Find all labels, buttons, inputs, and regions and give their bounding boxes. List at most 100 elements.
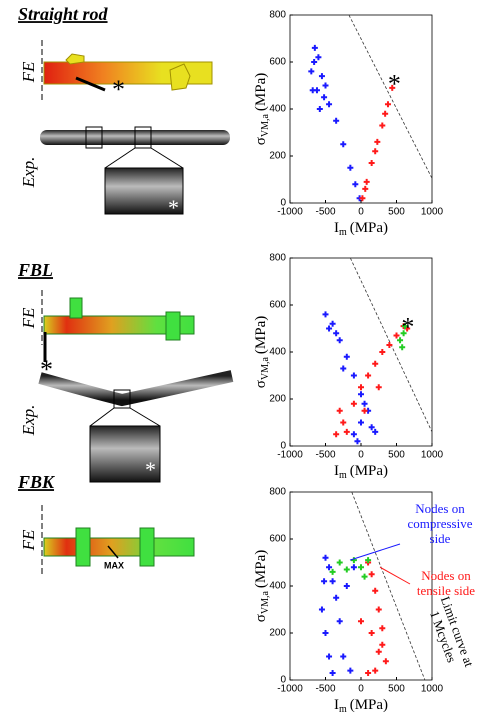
axis-label-part: m: [339, 227, 347, 238]
arrow: [75, 76, 106, 92]
point: [361, 573, 368, 580]
point: [329, 669, 336, 676]
y-tick-label: 0: [280, 441, 286, 452]
point: [350, 564, 357, 571]
fixture: [69, 297, 83, 319]
axis-label-part: (MPa): [253, 550, 269, 588]
y-tick-label: 200: [269, 628, 286, 639]
zoom-box: [113, 389, 131, 409]
point: [336, 407, 343, 414]
point: [347, 667, 354, 674]
point: [326, 564, 333, 571]
panel-title: FBK: [17, 472, 56, 492]
axis-label-part: m: [339, 704, 347, 715]
point: [321, 94, 328, 101]
point: [368, 571, 375, 578]
fixture: [65, 53, 85, 65]
point: [343, 566, 350, 573]
x-tick-label: 1000: [421, 450, 444, 461]
axis-label: σVM,a (MPa): [253, 316, 271, 388]
point: [336, 337, 343, 344]
point: [365, 669, 372, 676]
point: [333, 431, 340, 438]
y-tick-label: 400: [269, 104, 286, 115]
point: [402, 323, 409, 330]
point: [368, 630, 375, 636]
point: [382, 110, 389, 117]
axis-label-part: (MPa): [350, 697, 388, 713]
point: [372, 587, 379, 594]
star: *: [168, 195, 179, 220]
point: [321, 578, 328, 585]
point: [375, 648, 382, 655]
point: [372, 148, 379, 155]
x-tick-label: 0: [358, 450, 364, 461]
axis-label-part: VM,a: [260, 357, 271, 381]
axis-label-part: VM,a: [260, 114, 271, 138]
x-tick-label: -500: [315, 684, 335, 695]
zoom-line: [104, 147, 136, 169]
x-tick-label: -1000: [277, 207, 303, 218]
fixture: [165, 311, 181, 341]
point: [359, 195, 366, 202]
exp-label: Exp.: [19, 157, 38, 189]
point: [336, 618, 343, 625]
annotation-line: tensile side: [417, 583, 475, 598]
y-tick-label: 600: [269, 534, 286, 545]
y-tick-label: 200: [269, 151, 286, 162]
point: [322, 630, 329, 636]
y-tick-label: 400: [269, 581, 286, 592]
point: [372, 667, 379, 674]
fe-label: FE: [19, 307, 38, 329]
point: [333, 330, 340, 337]
point: [375, 606, 382, 613]
y-tick-label: 800: [269, 487, 286, 498]
x-tick-label: 1000: [421, 684, 444, 695]
star: *: [388, 69, 401, 98]
point: [329, 568, 336, 575]
limit-line: [351, 491, 426, 681]
annotation: Nodes on compressive side: [408, 501, 473, 546]
point: [315, 54, 322, 61]
y-tick-label: 600: [269, 57, 286, 68]
axis-label-part: (MPa): [350, 463, 388, 479]
point: [358, 419, 364, 426]
point: [365, 557, 372, 564]
zoom-image: [104, 167, 184, 215]
point: [363, 178, 370, 185]
annotation: Nodes on tensile side: [417, 568, 475, 598]
x-tick-label: 1000: [421, 207, 444, 218]
point: [311, 44, 318, 51]
point: [326, 325, 333, 332]
x-tick-label: 500: [388, 684, 405, 695]
point: [379, 122, 386, 129]
zoom-box: [85, 126, 103, 149]
point: [333, 117, 340, 124]
point: [343, 428, 350, 435]
axis-label-part: σ: [253, 380, 269, 388]
point: [318, 73, 325, 80]
axis-label-part: I: [334, 463, 339, 479]
axis-label-part: I: [334, 697, 339, 713]
point: [389, 84, 396, 91]
point: [316, 106, 323, 112]
point: [340, 419, 347, 426]
point: [347, 164, 354, 171]
annotation-line: compressive: [408, 516, 473, 531]
axis-label: Im (MPa): [334, 463, 388, 481]
point: [358, 564, 364, 571]
fixture: [75, 527, 91, 567]
point: [375, 384, 382, 391]
fe-rod: [43, 537, 195, 557]
point: [361, 400, 368, 407]
fe-label: FE: [19, 529, 38, 551]
point: [329, 578, 336, 585]
y-tick-label: 0: [280, 675, 286, 686]
zoom-image: [89, 425, 161, 483]
axis-label: σVM,a (MPa): [253, 550, 271, 622]
x-tick-label: -1000: [277, 684, 303, 695]
point: [386, 341, 393, 348]
axis-label: σVM,a (MPa): [253, 73, 271, 145]
point: [350, 431, 357, 438]
point: [374, 138, 381, 145]
